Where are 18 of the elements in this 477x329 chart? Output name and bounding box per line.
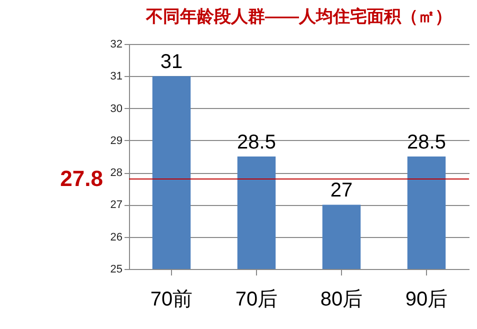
data-label: 27 bbox=[330, 180, 353, 202]
x-tick-label: 90后 bbox=[405, 288, 448, 310]
x-tick-label: 70后 bbox=[235, 288, 278, 310]
x-tick-label: 80后 bbox=[320, 288, 363, 310]
ref-line-label: 27.8 bbox=[60, 166, 103, 191]
y-tick-label: 27 bbox=[110, 199, 122, 212]
data-label: 28.5 bbox=[407, 132, 446, 154]
y-tick-label: 30 bbox=[110, 102, 122, 115]
y-tick-label: 31 bbox=[110, 70, 122, 83]
y-tick-label: 25 bbox=[110, 264, 122, 276]
x-tick-label: 70前 bbox=[150, 288, 193, 310]
chart-title: 不同年龄段人群——人均住宅面积（㎡） bbox=[145, 7, 452, 26]
y-tick-label: 26 bbox=[110, 231, 122, 244]
data-label: 31 bbox=[160, 51, 183, 74]
data-label: 28.5 bbox=[237, 132, 276, 154]
y-tick-label: 32 bbox=[110, 38, 122, 50]
y-tick-label: 29 bbox=[110, 134, 122, 147]
y-tick-label: 28 bbox=[110, 167, 122, 180]
